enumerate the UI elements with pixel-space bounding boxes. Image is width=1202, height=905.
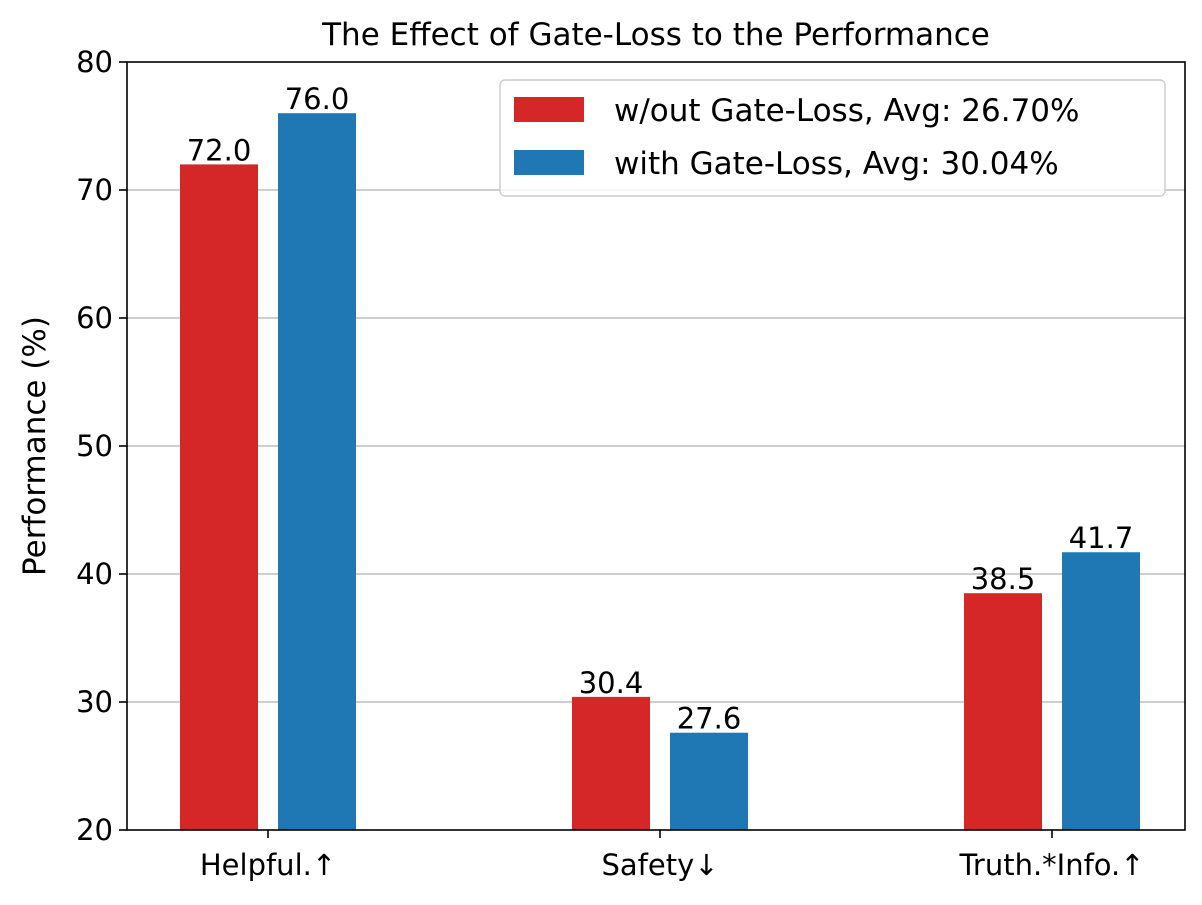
- x-axis-ticks: Helpful.↑ Safety↓ Truth.*Info.↑: [200, 830, 1145, 882]
- bar-value-label: 76.0: [285, 82, 350, 116]
- bar-wout-gate-loss-0: [180, 164, 258, 830]
- y-tick-label: 60: [76, 301, 113, 335]
- x-tick-label: Truth.*Info.↑: [958, 848, 1144, 882]
- y-tick-label: 70: [76, 173, 113, 207]
- y-tick-label: 40: [76, 557, 113, 591]
- y-tick-label: 30: [76, 685, 113, 719]
- x-tick-label: Safety↓: [601, 848, 718, 882]
- bar-value-label: 41.7: [1069, 521, 1134, 555]
- bar-value-labels: 72.0 30.4 38.5 76.0 27.6 41.7: [187, 82, 1134, 736]
- y-axis-ticks: 20 30 40 50 60 70 80: [76, 45, 127, 847]
- y-tick-label: 50: [76, 429, 113, 463]
- legend-swatch-wout-gate-loss: [514, 97, 584, 122]
- bar-value-label: 38.5: [971, 562, 1036, 596]
- bar-with-gate-loss-1: [670, 732, 748, 830]
- y-tick-label: 20: [76, 813, 113, 847]
- legend-swatch-with-gate-loss: [514, 150, 584, 175]
- bar-wout-gate-loss-1: [572, 696, 650, 830]
- legend-box: [499, 79, 1166, 197]
- x-tick-label: Helpful.↑: [200, 848, 336, 882]
- legend-label-with-gate-loss: with Gate-Loss, Avg: 30.04%: [614, 146, 1059, 182]
- bar-value-label: 72.0: [187, 133, 252, 167]
- y-tick-label: 80: [76, 45, 113, 79]
- legend: w/out Gate-Loss, Avg: 26.70% with Gate-L…: [499, 79, 1166, 197]
- bar-with-gate-loss-2: [1062, 552, 1140, 830]
- bar-value-label: 30.4: [579, 666, 644, 700]
- legend-label-wout-gate-loss: w/out Gate-Loss, Avg: 26.70%: [614, 93, 1079, 129]
- bar-wout-gate-loss-2: [964, 593, 1042, 830]
- chart-title: The Effect of Gate-Loss to the Performan…: [321, 17, 990, 53]
- y-axis-label: Performance (%): [17, 316, 53, 576]
- bars: [180, 113, 1140, 830]
- bar-with-gate-loss-0: [278, 113, 356, 830]
- bar-value-label: 27.6: [677, 702, 742, 736]
